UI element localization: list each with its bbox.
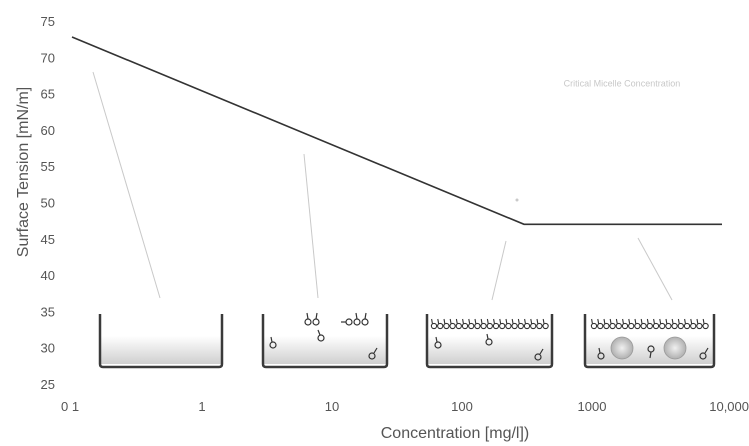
beaker-1 [98,314,224,369]
beaker-4 [583,314,716,369]
x-tick-label: 0 1 [61,399,79,414]
y-tick-label: 65 [41,87,55,102]
y-tick-label: 45 [41,232,55,247]
pointer-lines [92,71,673,301]
y-tick-label: 75 [41,14,55,29]
x-axis-title: Concentration [mg/l]) [381,425,530,442]
series-line [71,36,722,226]
y-tick-label: 55 [41,159,55,174]
y-axis-title: Surface Tension [mN/m] [15,87,32,257]
x-tick-label: 10,000 [709,399,749,414]
x-tick-label: 10 [325,399,339,414]
y-tick-label: 70 [41,50,55,65]
annotation-layer: Critical Micelle Concentration [564,78,681,88]
annotation-label: Critical Micelle Concentration [564,78,681,88]
y-tick-label: 35 [41,304,55,319]
beaker-3 [425,314,554,369]
y-tick-labels: 25 30 35 40 45 50 55 60 65 70 75 [41,14,55,392]
series-layer [71,36,722,226]
x-tick-labels: 0 1 1 10 100 1000 10,000 [61,399,749,414]
y-tick-label: 25 [41,377,55,392]
x-tick-label: 1 [198,399,205,414]
x-tick-label: 1000 [578,399,607,414]
y-tick-label: 30 [41,341,55,356]
y-tick-label: 40 [41,268,55,283]
beaker-2 [261,312,389,369]
x-tick-label: 100 [451,399,473,414]
y-tick-label: 60 [41,123,55,138]
y-tick-label: 50 [41,196,55,211]
annotation-dot [515,198,519,202]
